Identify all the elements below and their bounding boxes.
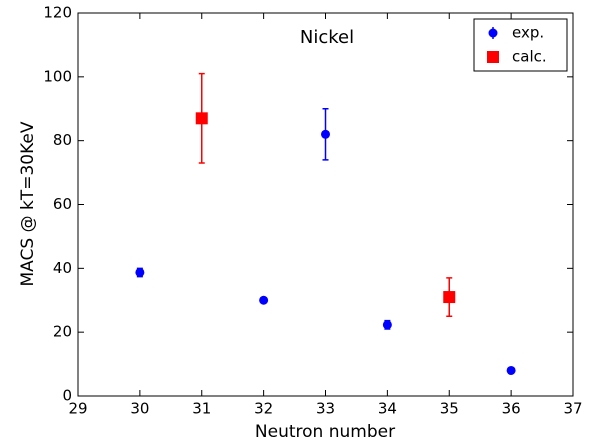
point xyxy=(443,291,456,304)
y-tick-label: 40 xyxy=(53,259,72,277)
y-tick-label: 60 xyxy=(53,195,72,213)
chart-title: Nickel xyxy=(300,27,354,48)
x-tick-label: 34 xyxy=(378,400,397,418)
y-tick-label: 0 xyxy=(62,387,72,405)
legend-label: calc. xyxy=(512,48,547,66)
point xyxy=(506,365,516,375)
point xyxy=(259,295,269,305)
point xyxy=(195,112,208,125)
y-tick-label: 120 xyxy=(43,4,72,22)
x-tick-label: 33 xyxy=(316,400,335,418)
x-tick-label: 29 xyxy=(68,400,87,418)
x-tick-label: 36 xyxy=(502,400,521,418)
point xyxy=(382,320,392,330)
y-tick-label: 80 xyxy=(53,131,72,149)
x-tick-label: 30 xyxy=(130,400,149,418)
y-axis-label: MACS @ kT=30KeV xyxy=(18,121,38,286)
x-tick-label: 35 xyxy=(440,400,459,418)
x-tick-label: 37 xyxy=(563,400,582,418)
legend-marker xyxy=(488,28,498,38)
legend-marker xyxy=(487,51,499,63)
point xyxy=(321,129,330,139)
y-tick-label: 20 xyxy=(53,323,72,341)
x-tick-label: 31 xyxy=(192,400,211,418)
legend-label: exp. xyxy=(512,24,544,42)
x-axis-label: Neutron number xyxy=(255,422,395,442)
x-tick-label: 32 xyxy=(254,400,273,418)
y-tick-label: 100 xyxy=(43,67,72,85)
point xyxy=(135,267,145,277)
